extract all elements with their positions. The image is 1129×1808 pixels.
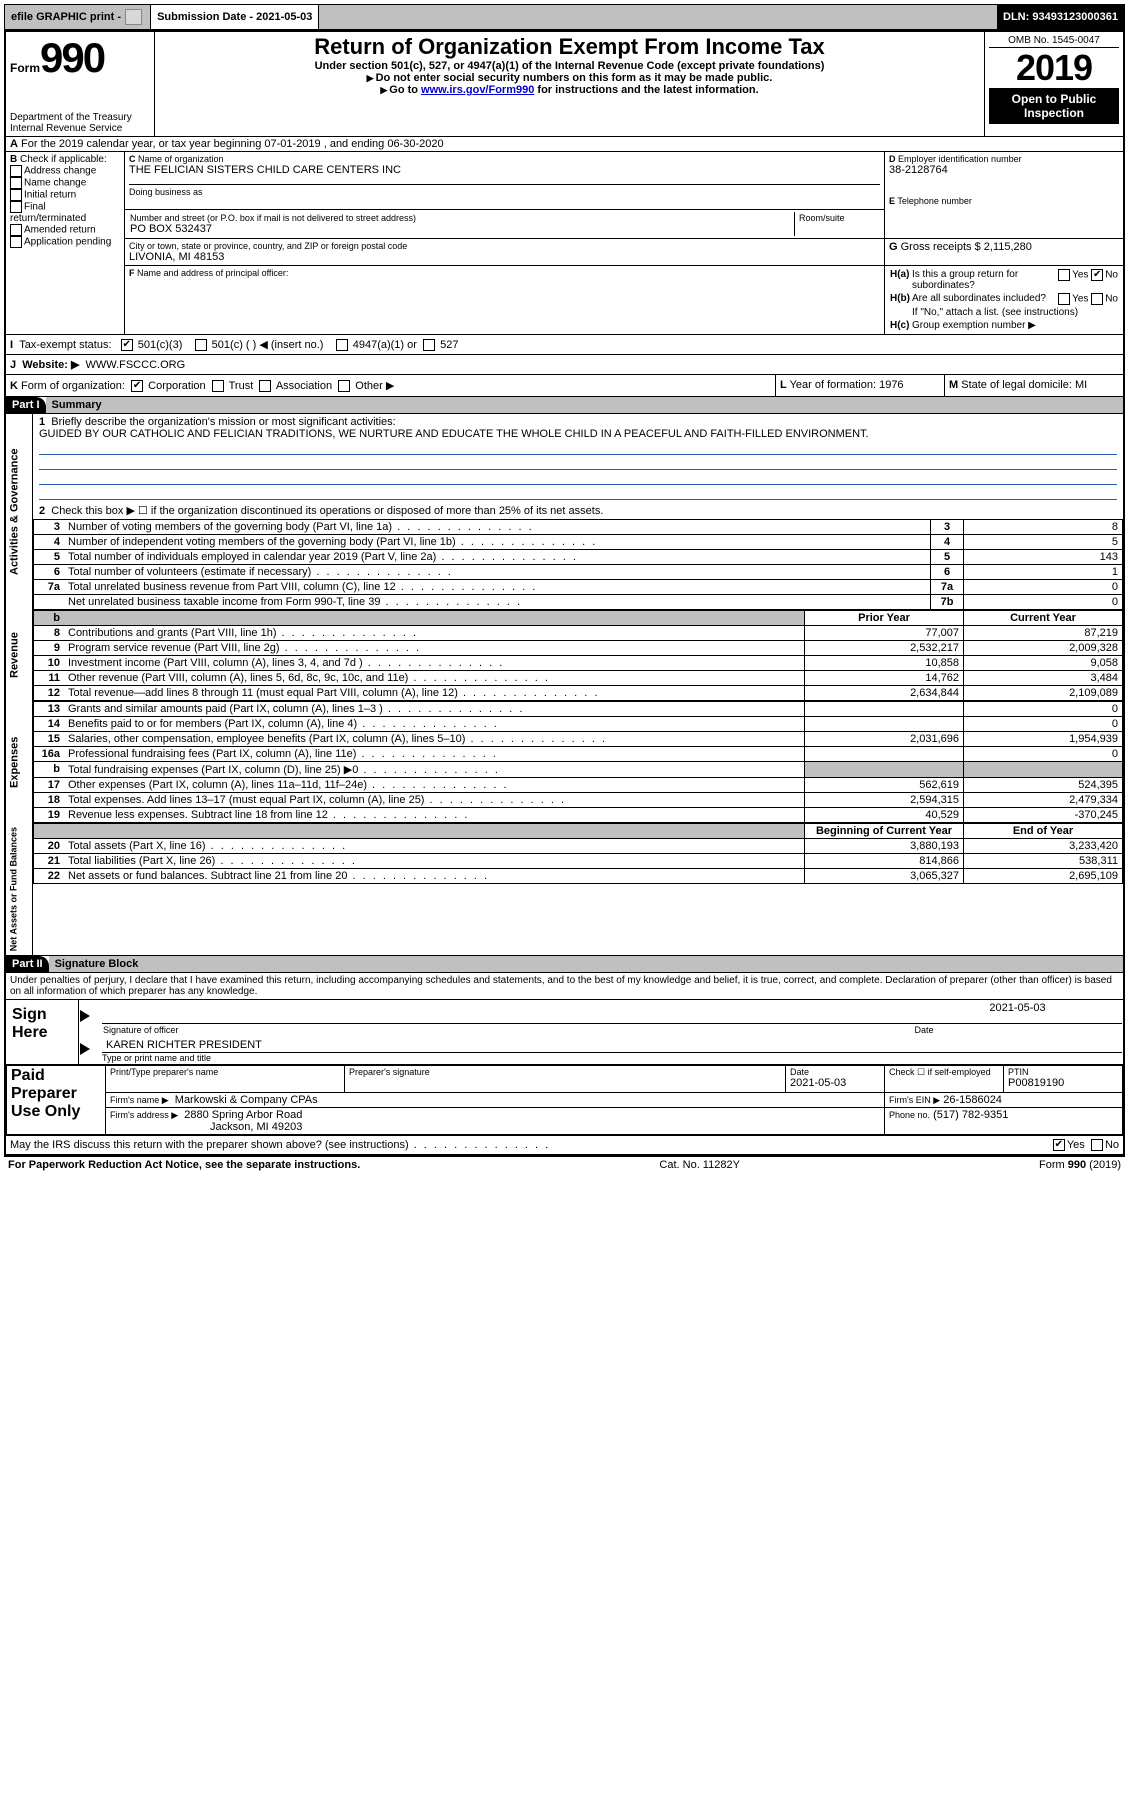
cb-initial-return[interactable]	[10, 189, 22, 201]
cb-4947[interactable]	[336, 339, 348, 351]
submission-date: Submission Date - 2021-05-03	[151, 5, 319, 29]
cb-address-change[interactable]	[10, 165, 22, 177]
box-b-title: Check if applicable:	[20, 154, 107, 165]
dln: DLN: 93493123000361	[997, 5, 1124, 29]
cb-pending[interactable]	[10, 236, 22, 248]
form-subtitle-1: Under section 501(c), 527, or 4947(a)(1)…	[159, 60, 980, 72]
sign-arrow-icon	[80, 1010, 90, 1022]
netassets-table: Beginning of Current Year End of Year 20…	[33, 823, 1123, 884]
cb-final-return[interactable]	[10, 201, 22, 213]
form-subtitle-2: Do not enter social security numbers on …	[159, 72, 980, 84]
sign-here: Sign Here	[6, 1000, 79, 1064]
part1-header: Part I	[6, 397, 46, 413]
cb-assoc[interactable]	[259, 380, 271, 392]
hb-yes[interactable]	[1058, 293, 1070, 305]
form-990-label: Form990	[10, 34, 150, 82]
cb-trust[interactable]	[212, 380, 224, 392]
declaration: Under penalties of perjury, I declare th…	[6, 973, 1123, 999]
hb-no[interactable]	[1091, 293, 1103, 305]
mission-text: GUIDED BY OUR CATHOLIC AND FELICIAN TRAD…	[39, 428, 869, 440]
cb-amended[interactable]	[10, 224, 22, 236]
cb-other[interactable]	[338, 380, 350, 392]
open-inspection: Open to Public Inspection	[989, 88, 1119, 124]
ha-yes[interactable]	[1058, 269, 1070, 281]
expenses-table: 13Grants and similar amounts paid (Part …	[33, 701, 1123, 823]
cb-527[interactable]	[423, 339, 435, 351]
ha-no[interactable]	[1091, 269, 1103, 281]
side-expenses: Expenses	[6, 701, 33, 823]
org-name: THE FELICIAN SISTERS CHILD CARE CENTERS …	[129, 164, 880, 176]
part1-title: Summary	[46, 397, 1123, 413]
revenue-table: b Prior Year Current Year 8Contributions…	[33, 610, 1123, 701]
form-title: Return of Organization Exempt From Incom…	[159, 34, 980, 60]
period-line: For the 2019 calendar year, or tax year …	[21, 138, 444, 150]
dept-label: Department of the Treasury Internal Reve…	[10, 112, 150, 134]
governance-table: 3Number of voting members of the governi…	[33, 519, 1123, 610]
discuss-yes[interactable]	[1053, 1139, 1065, 1151]
street: PO BOX 532437	[130, 223, 793, 235]
form-outer: Form990 Department of the Treasury Inter…	[4, 30, 1125, 1156]
tax-year: 2019	[989, 48, 1119, 88]
officer-name: KAREN RICHTER PRESIDENT	[102, 1038, 1122, 1053]
cb-501c[interactable]	[195, 339, 207, 351]
paid-preparer: Paid Preparer Use Only	[7, 1066, 106, 1135]
efile-label: efile GRAPHIC print -	[5, 5, 151, 29]
form-subtitle-3: Go to www.irs.gov/Form990 for instructio…	[159, 84, 980, 96]
part2-title: Signature Block	[49, 956, 1123, 972]
omb-number: OMB No. 1545-0047	[989, 34, 1119, 48]
side-netassets: Net Assets or Fund Balances	[6, 823, 33, 955]
website: WWW.FSCCC.ORG	[86, 359, 186, 371]
top-toolbar: efile GRAPHIC print - Submission Date - …	[4, 4, 1125, 30]
city-state-zip: LIVONIA, MI 48153	[129, 251, 880, 263]
cb-501c3[interactable]	[121, 339, 133, 351]
side-revenue: Revenue	[6, 610, 33, 701]
ein: 38-2128764	[889, 164, 1119, 176]
cb-corp[interactable]	[131, 380, 143, 392]
cb-name-change[interactable]	[10, 177, 22, 189]
part2-header: Part II	[6, 956, 49, 972]
graphic-print-button[interactable]	[125, 9, 142, 25]
sign-arrow-icon-2	[80, 1043, 90, 1055]
side-governance: Activities & Governance	[6, 414, 33, 610]
discuss-no[interactable]	[1091, 1139, 1103, 1151]
irs-link[interactable]: www.irs.gov/Form990	[421, 84, 534, 96]
gross-receipts: 2,115,280	[984, 241, 1032, 253]
footer: For Paperwork Reduction Act Notice, see …	[4, 1156, 1125, 1173]
